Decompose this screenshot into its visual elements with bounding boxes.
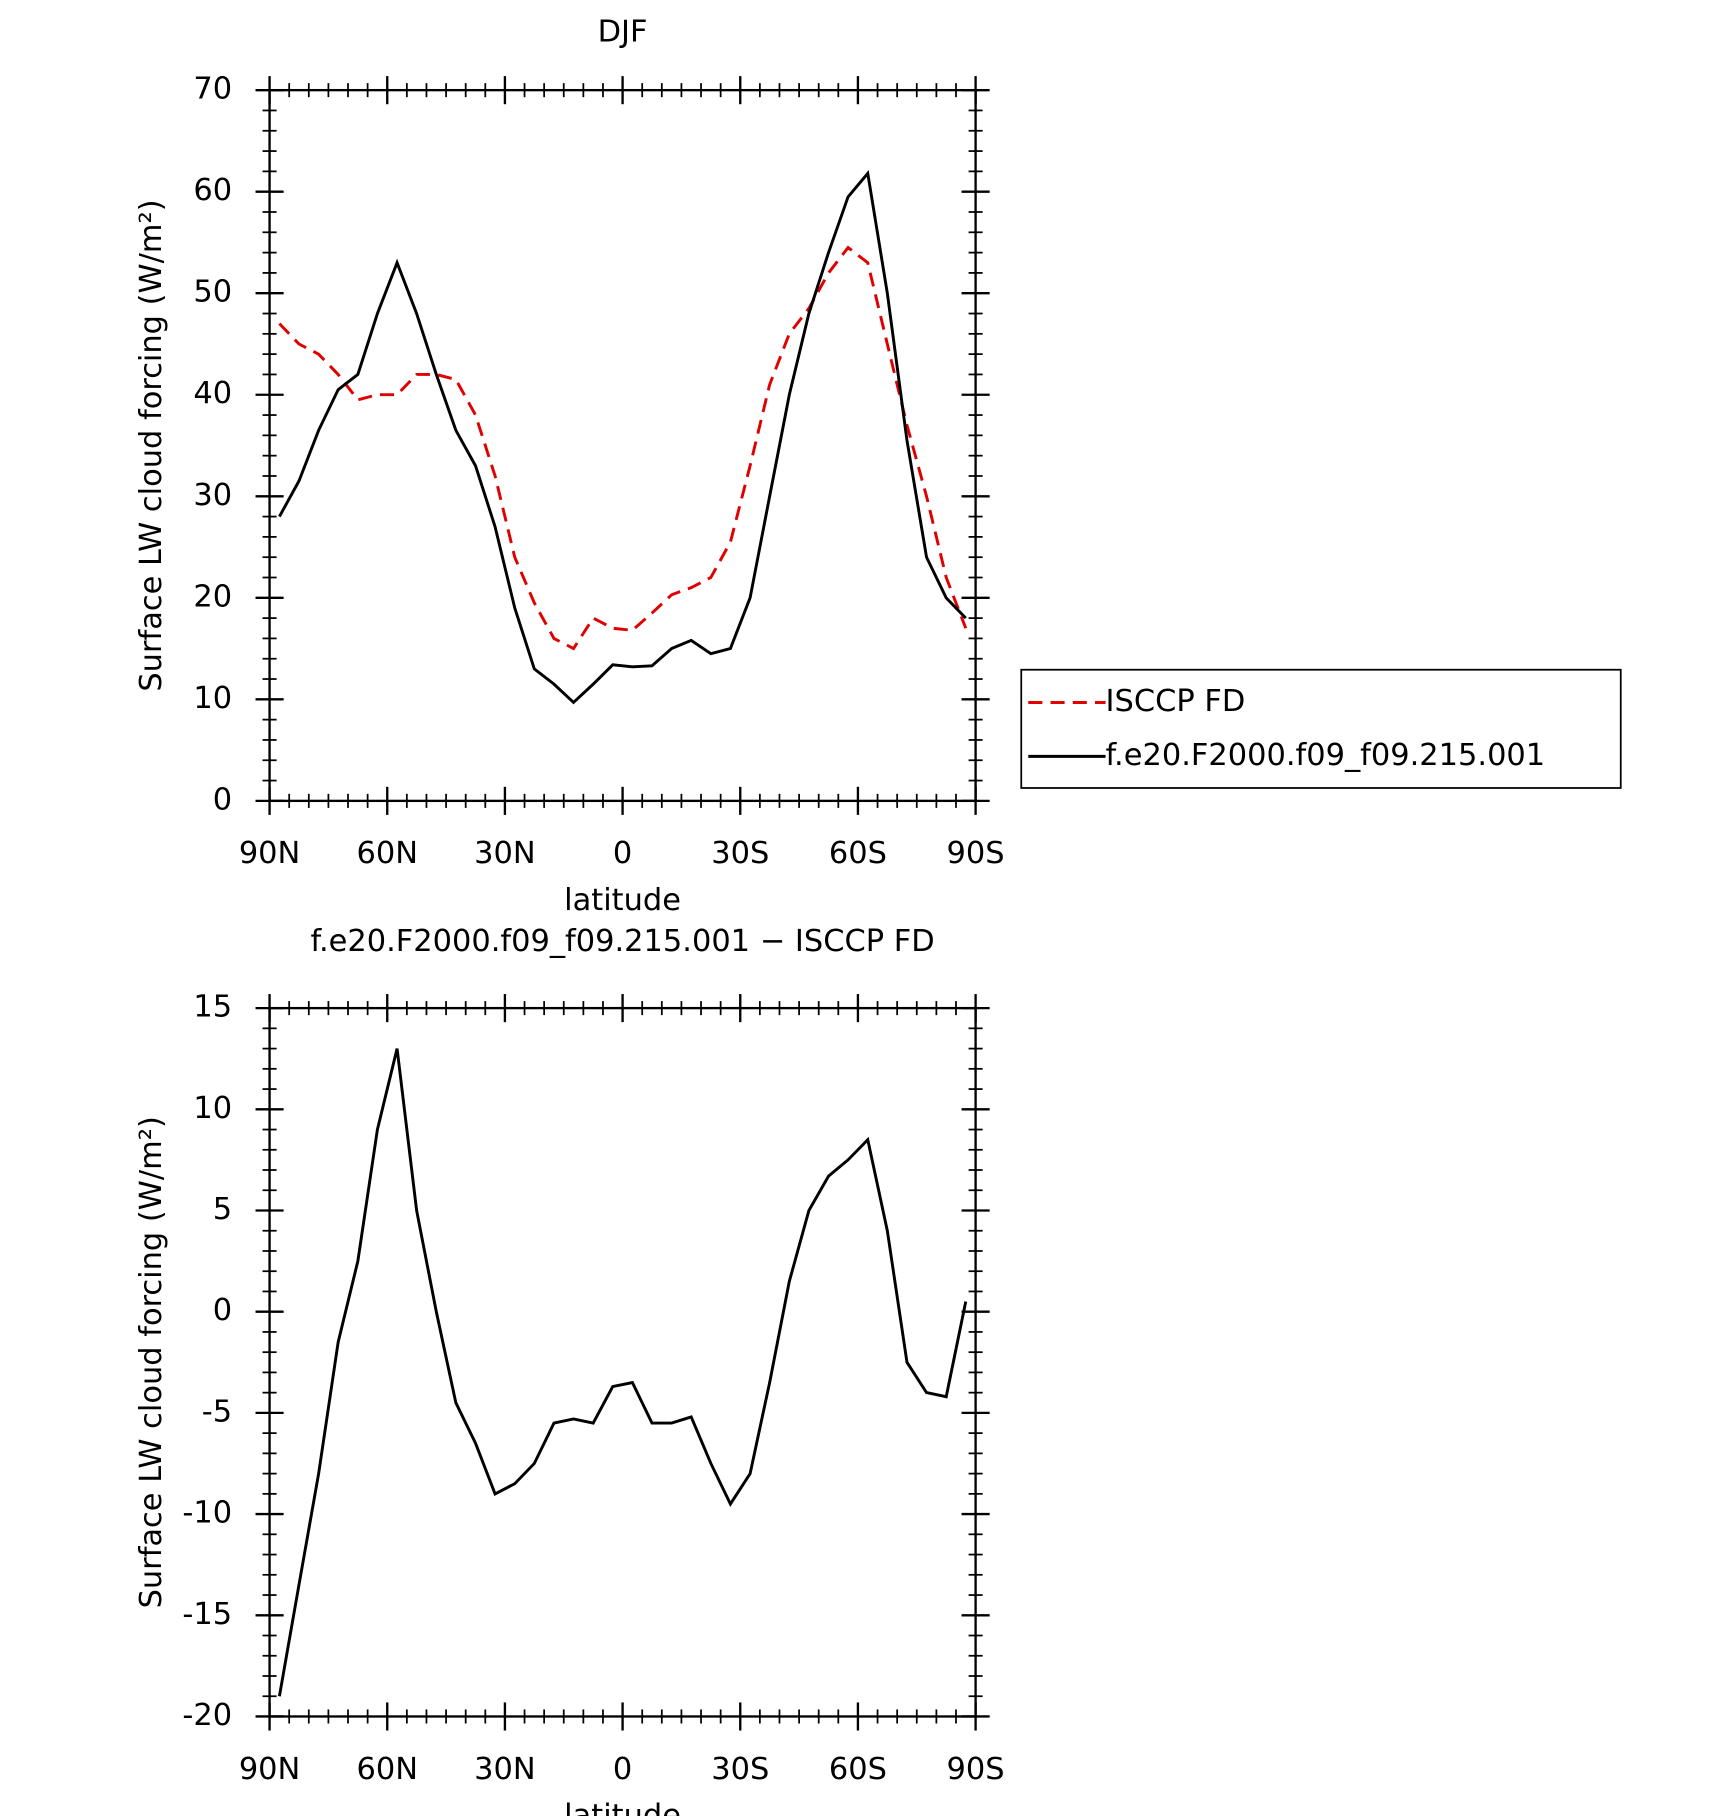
y-tick-label: -20 <box>182 1698 232 1733</box>
y-tick-label: -15 <box>182 1597 232 1632</box>
y-tick-label: 10 <box>193 1091 232 1126</box>
plot-frame <box>268 1006 977 1718</box>
y-tick-label: 50 <box>193 275 232 310</box>
x-tick-label: 30S <box>711 836 769 871</box>
x-tick-label: 90N <box>239 1752 301 1787</box>
line-series <box>277 1048 968 1697</box>
chart-title: DJF <box>598 14 648 49</box>
legend-label: f.e20.F2000.f09_f09.215.001 <box>1106 738 1546 773</box>
y-tick-label: 15 <box>193 990 232 1025</box>
x-tick-label: 0 <box>613 1752 632 1787</box>
y-tick-label: 10 <box>193 681 232 716</box>
y-tick-label: 60 <box>193 173 232 208</box>
x-tick-label: 60N <box>356 1752 418 1787</box>
legend-label: ISCCP FD <box>1106 684 1246 719</box>
line-series <box>278 170 967 705</box>
y-tick-label: 70 <box>193 72 232 107</box>
chart-title: f.e20.F2000.f09_f09.215.001 − ISCCP FD <box>310 924 934 959</box>
y-tick-label: 5 <box>213 1192 232 1227</box>
y-tick-label: -5 <box>202 1394 232 1429</box>
x-tick-label: 90S <box>947 1752 1005 1787</box>
y-tick-label: 40 <box>193 376 232 411</box>
x-tick-label: 60S <box>829 1752 887 1787</box>
plot-frame <box>268 88 977 803</box>
y-tick-label: 0 <box>213 782 232 817</box>
x-tick-label: 30N <box>474 836 536 871</box>
legend-box <box>1020 668 1622 789</box>
x-tick-label: 90N <box>239 836 301 871</box>
y-axis-label: Surface LW cloud forcing (W/m²) <box>134 1116 169 1608</box>
x-tick-label: 60N <box>356 836 418 871</box>
x-axis-label: latitude <box>564 1799 681 1816</box>
x-tick-label: 30S <box>711 1752 769 1787</box>
x-tick-label: 30N <box>474 1752 536 1787</box>
y-tick-label: -10 <box>182 1496 232 1531</box>
y-tick-label: 30 <box>193 478 232 513</box>
x-tick-label: 0 <box>613 836 632 871</box>
x-tick-label: 60S <box>829 836 887 871</box>
x-axis-label: latitude <box>564 883 681 918</box>
y-tick-label: 20 <box>193 579 232 614</box>
y-tick-label: 0 <box>213 1293 232 1328</box>
line-series <box>278 245 968 651</box>
y-axis-label: Surface LW cloud forcing (W/m²) <box>134 199 169 691</box>
x-tick-label: 90S <box>947 836 1005 871</box>
